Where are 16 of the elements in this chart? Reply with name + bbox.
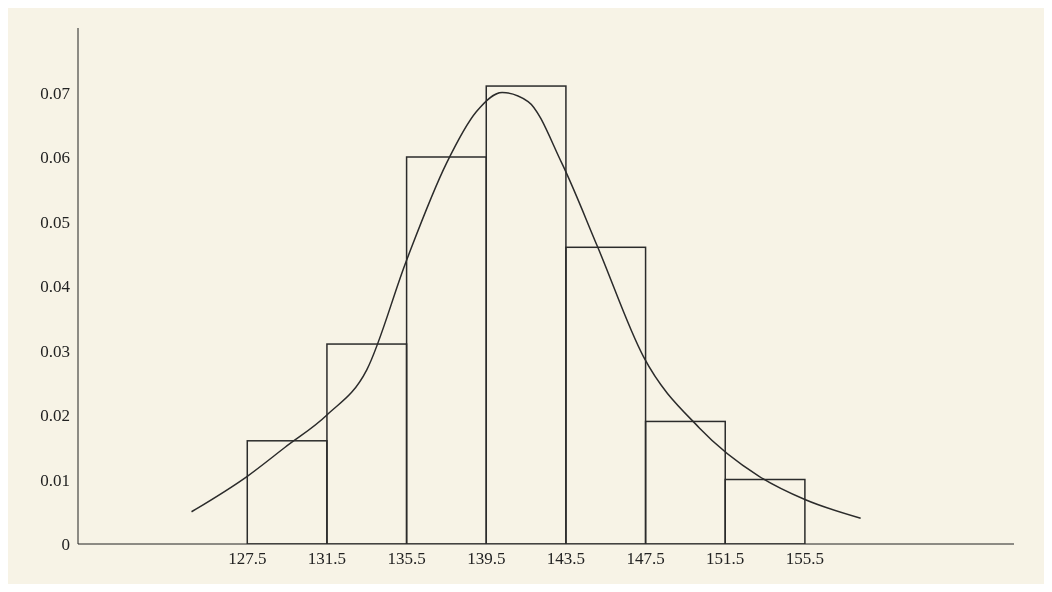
x-tick-label: 155.5: [785, 549, 825, 569]
x-tick-label: 139.5: [467, 549, 506, 569]
y-tick-label: 0: [61, 535, 70, 555]
y-tick-label: 0.03: [40, 341, 70, 361]
x-tick-label: 147.5: [626, 549, 665, 569]
y-tick-label: 0.04: [40, 277, 71, 297]
y-tick-label: 0.05: [40, 212, 70, 232]
y-tick-label: 0.06: [40, 148, 70, 168]
x-tick-label: 127.5: [228, 549, 267, 569]
y-tick-label: 0.07: [40, 83, 71, 103]
x-tick-label: 143.5: [546, 549, 586, 569]
x-tick-label: 135.5: [387, 549, 426, 569]
y-tick-label: 0.02: [40, 406, 70, 426]
x-tick-label: 151.5: [706, 549, 745, 569]
y-tick-label: 0.01: [40, 470, 70, 490]
x-tick-label: 131.5: [307, 549, 347, 569]
